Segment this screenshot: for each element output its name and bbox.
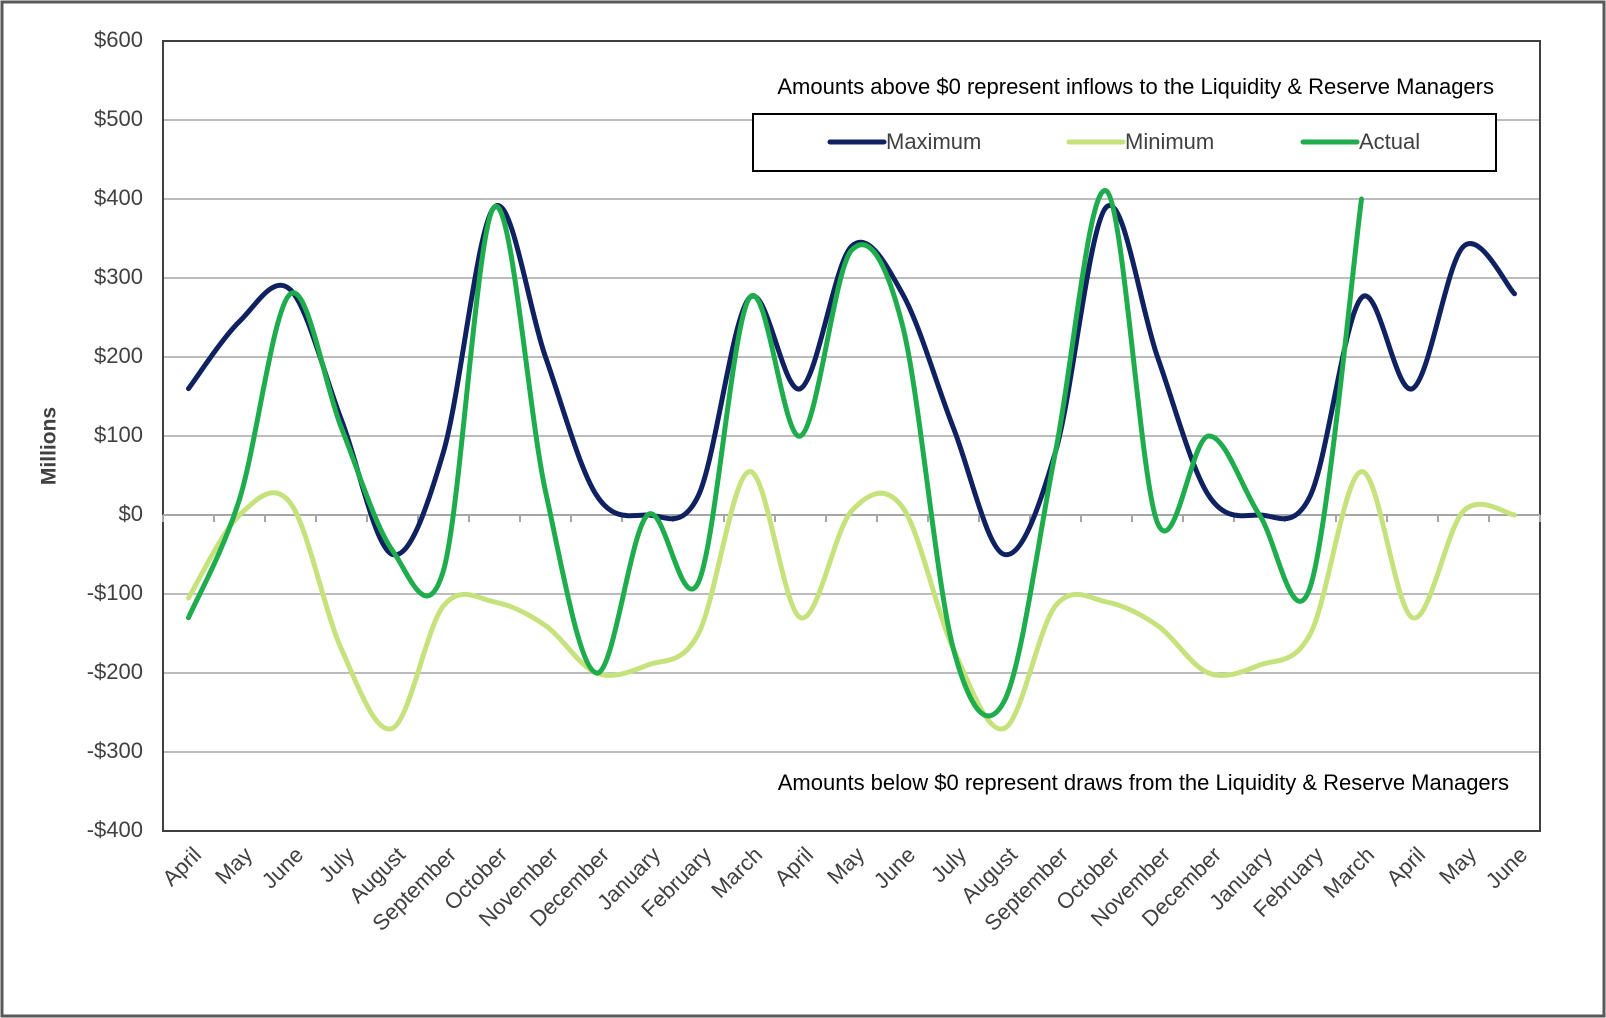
y-tick-label: $0 [119,501,143,526]
y-tick-label: $600 [94,27,143,52]
y-tick-label: $200 [94,343,143,368]
annotation: Amounts below $0 represent draws from th… [778,770,1509,795]
legend-label: Minimum [1125,129,1214,154]
series-line [186,202,1517,558]
y-tick-label: $400 [94,185,143,210]
annotation: Amounts above $0 represent inflows to th… [777,74,1494,99]
plot-border [162,40,1541,832]
legend-label: Maximum [886,129,981,154]
y-tick-label: -$200 [87,659,143,684]
legend: Maximum Minimum Actual [752,113,1497,172]
series-line [186,188,1364,719]
y-tick-label: $300 [94,264,143,289]
legend-label: Actual [1359,129,1420,154]
y-axis-label: Millions [38,407,61,485]
y-tick-label: -$400 [87,817,143,842]
y-tick-label: $500 [94,106,143,131]
y-tick-label: -$300 [87,738,143,763]
y-tick-label: $100 [94,422,143,447]
series-line [186,469,1517,732]
y-tick-label: -$100 [87,580,143,605]
